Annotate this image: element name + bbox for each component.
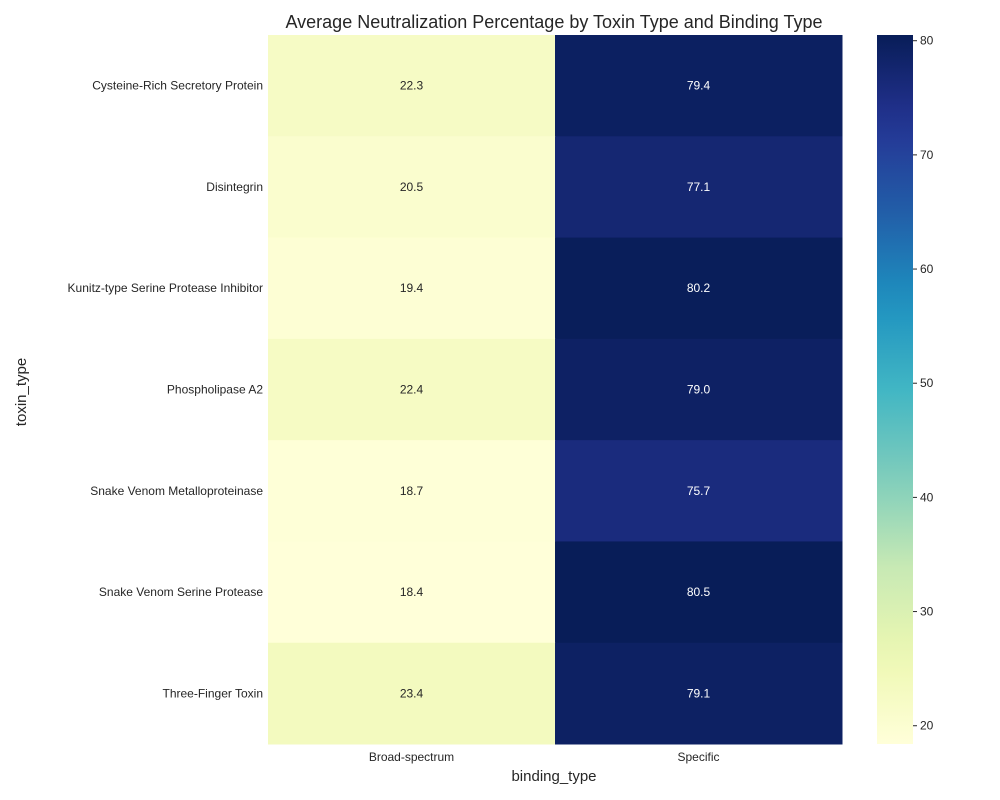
colorbar-tick-label: 80	[920, 34, 934, 48]
heatmap-cell	[555, 136, 843, 239]
cell-value-label: 79.4	[687, 79, 711, 93]
heatmap-cell	[555, 440, 843, 542]
cell-value-label: 75.7	[687, 484, 711, 498]
x-tick-label: Specific	[677, 750, 719, 764]
colorbar-tick-label: 40	[920, 490, 934, 504]
heatmap-cell	[268, 440, 556, 542]
heatmap-cell	[555, 642, 843, 745]
heatmap-cell	[268, 35, 556, 137]
colorbar-tick-label: 20	[920, 719, 934, 733]
cell-value-label: 22.4	[400, 383, 424, 397]
heatmap-cell	[555, 541, 843, 644]
cell-value-label: 18.7	[400, 484, 424, 498]
cell-value-label: 22.3	[400, 79, 424, 93]
colorbar-tick-label: 70	[920, 148, 934, 162]
colorbar	[877, 35, 913, 744]
y-tick-label: Kunitz-type Serine Protease Inhibitor	[68, 281, 263, 295]
cell-value-label: 18.4	[400, 585, 424, 599]
x-axis-label: binding_type	[511, 768, 596, 785]
heatmap-cell	[268, 338, 556, 441]
y-tick-labels: Cysteine-Rich Secretory Protein Disintegr…	[68, 79, 264, 701]
y-axis-label: toxin_type	[13, 358, 30, 426]
heatmap-cell	[555, 338, 843, 441]
cell-value-label: 77.1	[687, 180, 711, 194]
cell-value-label: 80.5	[687, 585, 711, 599]
y-tick-label: Snake Venom Metalloproteinase	[90, 484, 263, 498]
cell-value-label: 79.0	[687, 383, 711, 397]
heatmap-cell	[268, 541, 556, 644]
cell-value-label: 23.4	[400, 686, 424, 700]
heatmap-cell	[555, 35, 843, 137]
cell-value-label: 79.1	[687, 686, 711, 700]
heatmap-cell	[268, 642, 556, 745]
x-tick-label: Broad-spectrum	[369, 750, 454, 764]
y-tick-label: Phospholipase A2	[167, 383, 263, 397]
cell-value-label: 20.5	[400, 180, 424, 194]
y-tick-label: Disintegrin	[206, 180, 263, 194]
cell-value-label: 19.4	[400, 281, 424, 295]
chart-title: Average Neutralization Percentage by Tox…	[285, 12, 822, 32]
cell-value-label: 80.2	[687, 281, 711, 295]
heatmap-cells: 22.3 79.4 20.5 77.1 19.4 80.2 22.4 79.0 18.7 75.7…	[268, 35, 843, 745]
y-tick-label: Snake Venom Serine Protease	[99, 585, 263, 599]
colorbar-ticks: 20 30 40 50 60 70 80	[913, 34, 934, 733]
x-tick-labels: Broad-spectrum Specific	[369, 750, 720, 764]
y-tick-label: Three-Finger Toxin	[163, 686, 264, 700]
colorbar-tick-label: 60	[920, 262, 934, 276]
colorbar-tick-label: 50	[920, 376, 934, 390]
heatmap-cell	[555, 237, 843, 340]
heatmap-cell	[268, 237, 556, 340]
y-tick-label: Cysteine-Rich Secretory Protein	[92, 79, 263, 93]
heatmap-cell	[268, 136, 556, 239]
colorbar-tick-label: 30	[920, 605, 934, 619]
